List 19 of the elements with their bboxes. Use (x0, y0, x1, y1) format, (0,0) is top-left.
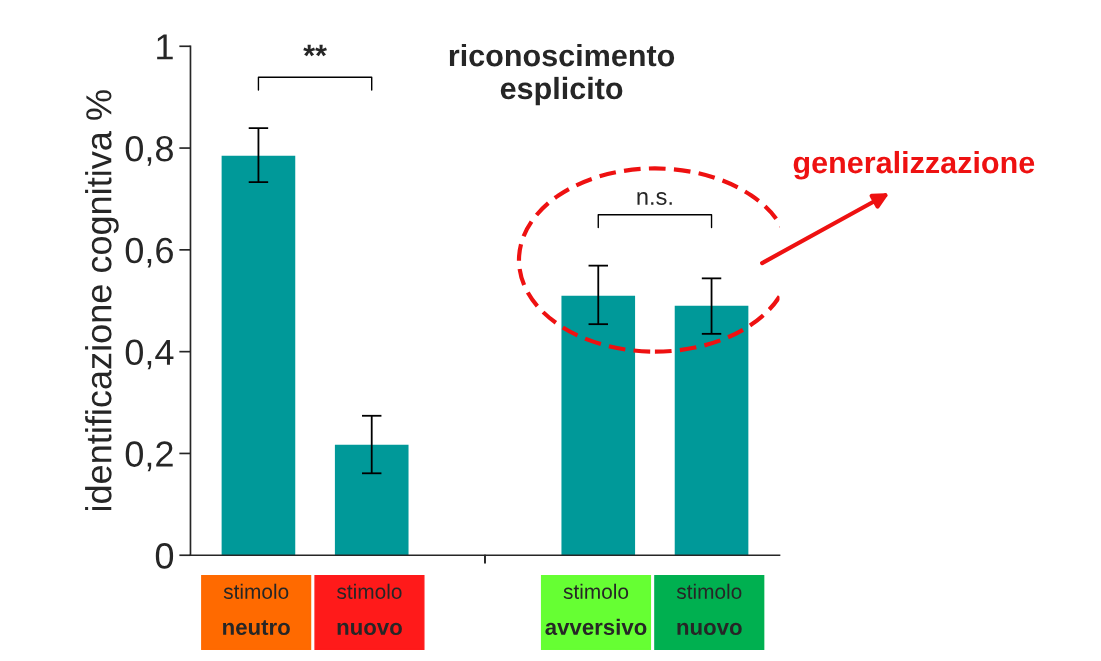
y-axis-title: identificazione cognitiva % (85, 90, 119, 511)
chart-title: riconoscimento esplicito (449, 43, 675, 106)
x-tick-label: stimolo nuovo (337, 583, 402, 636)
text: generalizzazione (793, 150, 1035, 180)
x-tick-label: stimolo nuovo (676, 583, 742, 636)
annotation: ** (303, 44, 327, 57)
y-tick-label: 0,6 (125, 237, 173, 268)
annotation: n.s. (637, 192, 672, 205)
y-tick-label: 1 (157, 34, 173, 60)
bar (561, 295, 636, 556)
y-tick-label: 0 (155, 543, 174, 569)
y-tick-label: 0,8 (125, 135, 173, 166)
y-tick-label: 0,2 (125, 441, 173, 472)
x-tick-label: stimolo avversivo (545, 583, 647, 636)
bar (221, 155, 296, 556)
x-tick-label: stimolo neutro (223, 583, 290, 636)
bar (674, 305, 749, 556)
y-tick-label: 0,4 (125, 339, 174, 370)
bar (334, 444, 409, 556)
